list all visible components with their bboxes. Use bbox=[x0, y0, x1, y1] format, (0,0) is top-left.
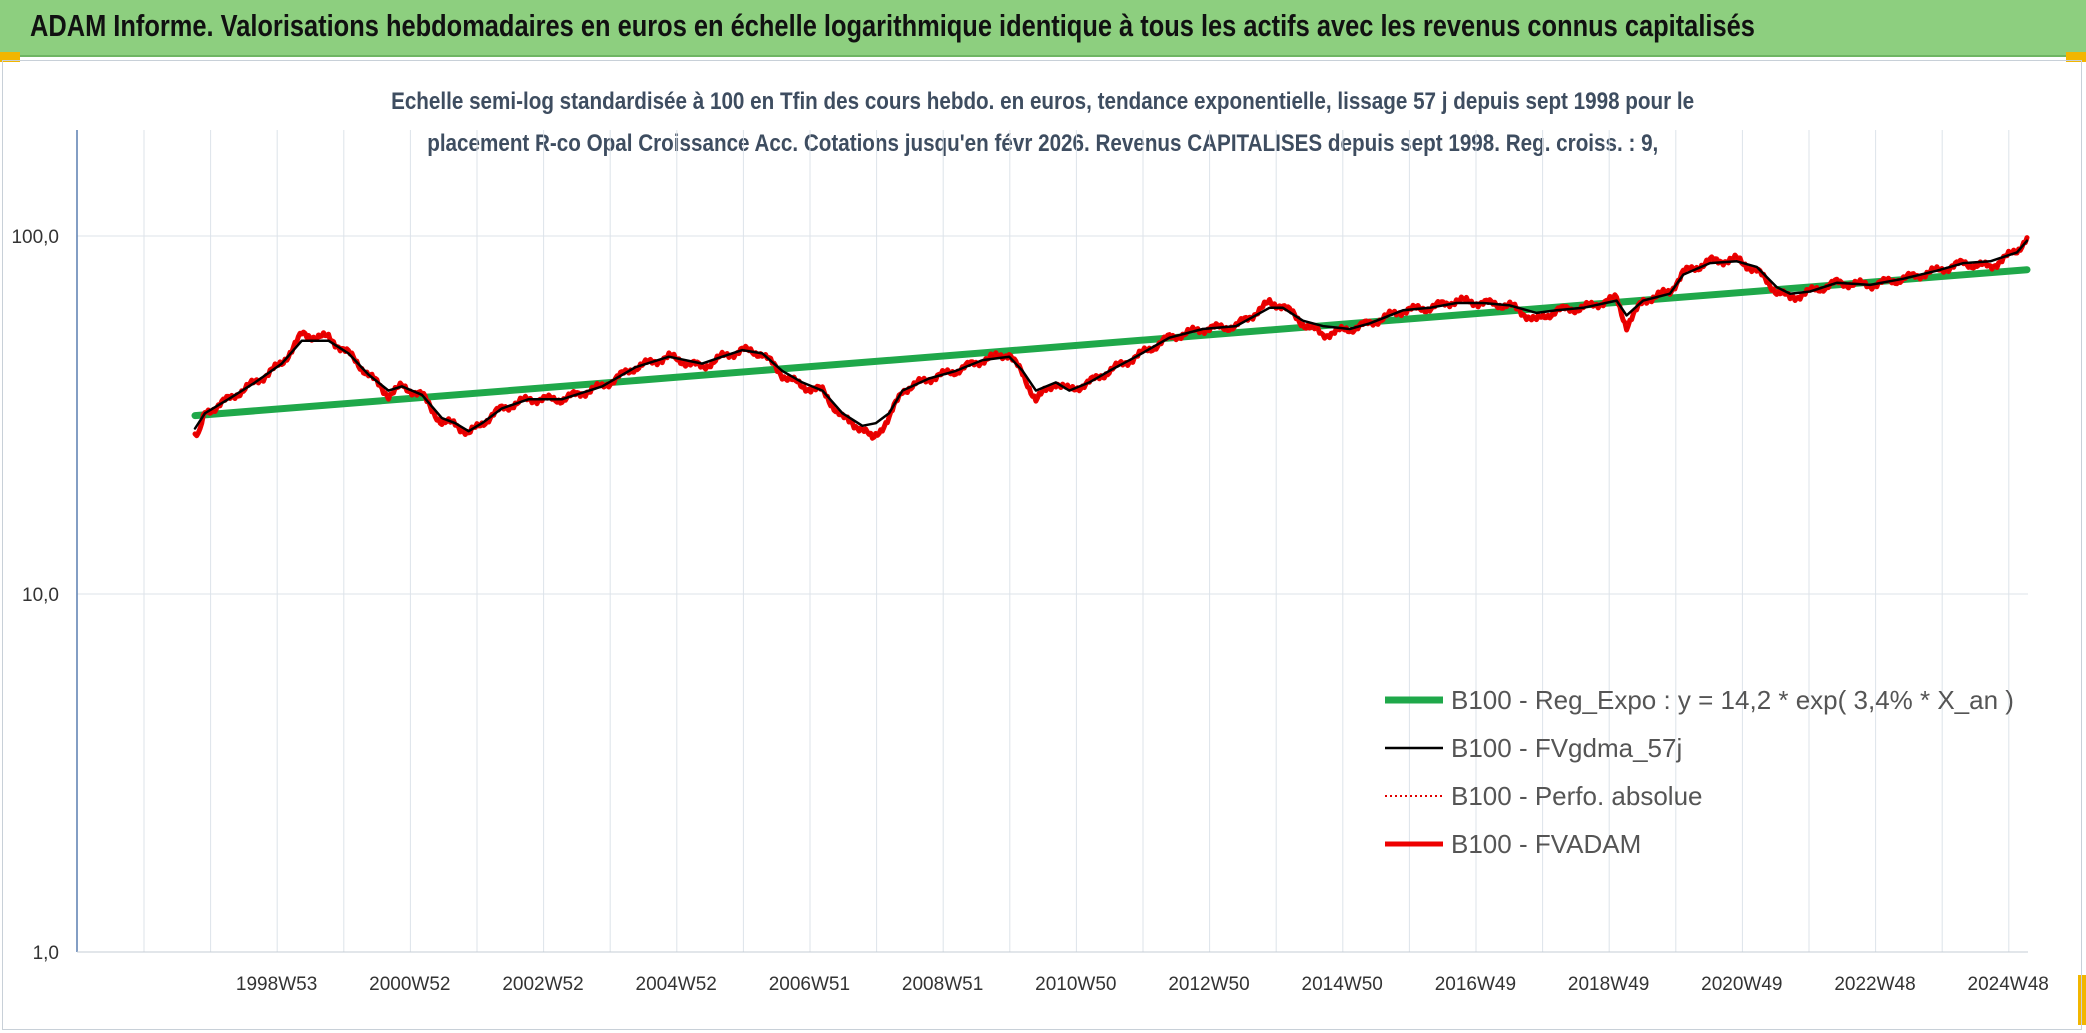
y-tick-label: 100,0 bbox=[11, 227, 59, 248]
x-tick-label: 2018W49 bbox=[1568, 974, 1649, 995]
x-tick-label: 1998W53 bbox=[236, 974, 317, 995]
legend-label: B100 - Perfo. absolue bbox=[1451, 781, 1703, 811]
x-tick-label: 2022W48 bbox=[1834, 974, 1915, 995]
x-tick-label: 2002W52 bbox=[502, 974, 583, 995]
x-tick-label: 2020W49 bbox=[1701, 974, 1782, 995]
x-tick-label: 2016W49 bbox=[1435, 974, 1516, 995]
corner-marker-right bbox=[2066, 52, 2086, 62]
series-fvadam-line bbox=[192, 235, 2030, 441]
legend-label: B100 - FVADAM bbox=[1451, 829, 1641, 859]
x-tick-label: 2012W50 bbox=[1168, 974, 1249, 995]
corner-marker-left bbox=[0, 52, 20, 62]
series-regression-line bbox=[191, 266, 2031, 420]
y-tick-label: 1,0 bbox=[33, 943, 59, 964]
header-banner: ADAM Informe. Valorisations hebdomadaire… bbox=[0, 0, 2086, 57]
legend-label: B100 - FVgdma_57j bbox=[1451, 733, 1682, 763]
series-fvgdma-line bbox=[193, 239, 2029, 433]
page-title: ADAM Informe. Valorisations hebdomadaire… bbox=[30, 8, 1755, 43]
x-tick-label: 2004W52 bbox=[636, 974, 717, 995]
corner-marker-bottom-right bbox=[2078, 975, 2086, 1025]
chart-frame bbox=[2, 60, 2082, 1030]
x-tick-label: 2024W48 bbox=[1968, 974, 2049, 995]
x-tick-label: 2000W52 bbox=[369, 974, 450, 995]
x-tick-label: 2010W50 bbox=[1035, 974, 1116, 995]
chart-title-line1: Echelle semi-log standardisée à 100 en T… bbox=[391, 88, 1695, 115]
x-tick-label: 2006W51 bbox=[769, 974, 850, 995]
y-tick-label: 10,0 bbox=[22, 585, 59, 606]
x-tick-label: 2008W51 bbox=[902, 974, 983, 995]
chart-title-line2: placement R-co Opal Croissance Acc. Cota… bbox=[427, 130, 1659, 157]
x-tick-label: 2014W50 bbox=[1302, 974, 1383, 995]
legend-label: B100 - Reg_Expo : y = 14,2 * exp( 3,4% *… bbox=[1451, 685, 2014, 715]
